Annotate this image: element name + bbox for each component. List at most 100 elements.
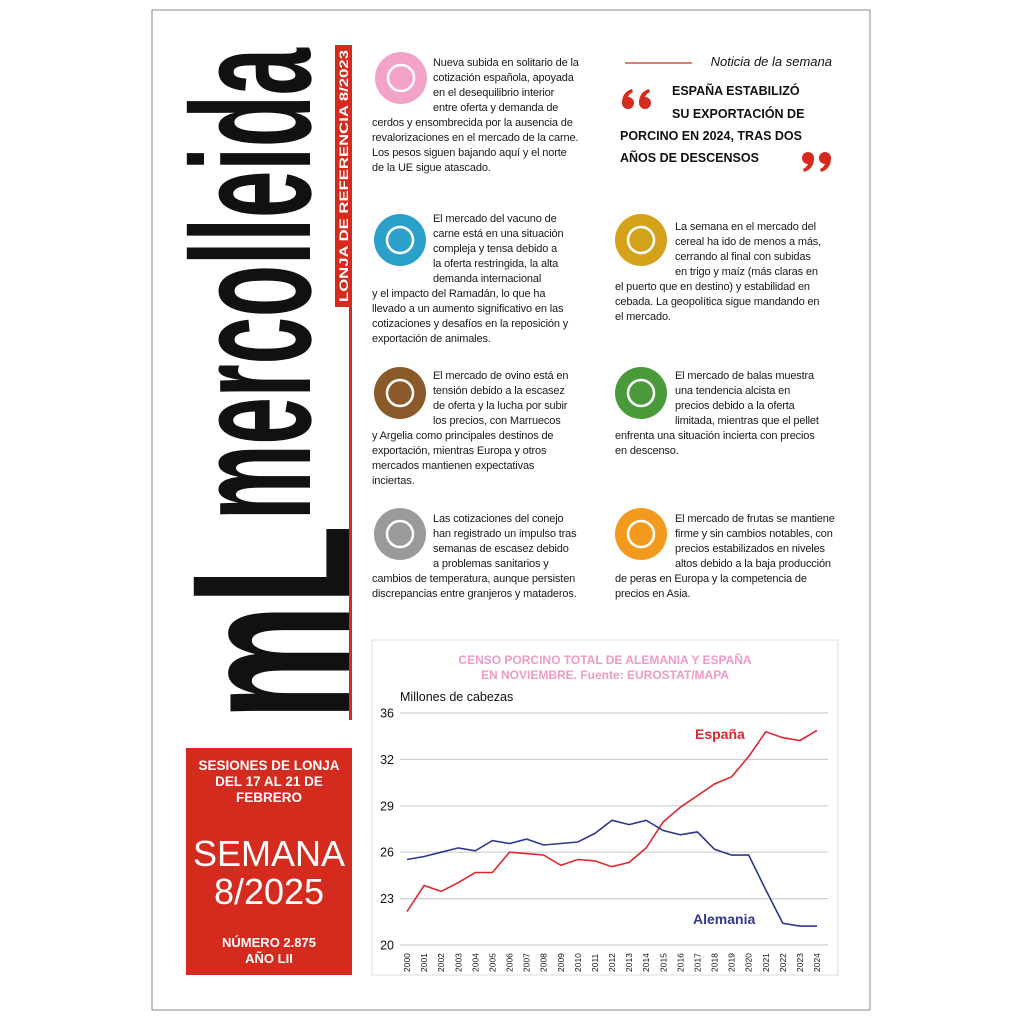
issue-week: SEMANA bbox=[193, 833, 345, 874]
issue-box bbox=[186, 748, 352, 975]
market-icon bbox=[615, 367, 667, 419]
issue-week: 8/2025 bbox=[214, 871, 324, 912]
logo-mark: mL bbox=[144, 525, 401, 720]
market-text: de oferta y la lucha por subir bbox=[433, 400, 568, 412]
market-text: inciertas. bbox=[372, 475, 415, 487]
market-text: de peras en Europa y la competencia de bbox=[615, 573, 807, 585]
market-text: mercados mantienen expectativas bbox=[372, 460, 535, 472]
quote-open bbox=[622, 89, 651, 109]
market-text: el mercado. bbox=[615, 311, 671, 323]
news-heading: Noticia de la semana bbox=[711, 54, 832, 69]
market-icon bbox=[615, 214, 667, 266]
y-tick-label: 29 bbox=[380, 799, 394, 813]
x-tick-label: 2021 bbox=[761, 953, 771, 972]
y-tick-label: 36 bbox=[380, 707, 394, 721]
market-text: exportación, mientras Europa y otros bbox=[372, 445, 547, 457]
x-tick-label: 2017 bbox=[692, 953, 702, 972]
y-tick-label: 23 bbox=[380, 892, 394, 906]
issue-sessions: SESIONES DE LONJA bbox=[198, 758, 339, 773]
market-text: La semana en el mercado del bbox=[675, 221, 816, 233]
y-tick-label: 26 bbox=[380, 846, 394, 860]
chart-title: EN NOVIEMBRE. Fuente: EUROSTAT/MAPA bbox=[481, 668, 729, 682]
series-line bbox=[406, 819, 817, 927]
market-icon bbox=[374, 214, 426, 266]
market-icon-glyph bbox=[626, 378, 656, 408]
market-text: semanas de escasez debido bbox=[433, 543, 569, 555]
x-tick-label: 2013 bbox=[624, 953, 634, 972]
tagline-bar bbox=[335, 45, 352, 307]
market-text: discrepancias entre granjeros y matadero… bbox=[372, 588, 577, 600]
market-text: Nueva subida en solitario de la bbox=[433, 57, 580, 69]
market-text: Las cotizaciones del conejo bbox=[433, 513, 564, 525]
market-text: los precios, con Marruecos bbox=[433, 415, 561, 427]
chart-title: CENSO PORCINO TOTAL DE ALEMANIA Y ESPAÑA bbox=[458, 652, 751, 667]
market-text: cebada. La geopolítica sigue mandando en bbox=[615, 296, 819, 308]
markets: Nueva subida en solitario de la cotizació… bbox=[372, 52, 835, 600]
news-quote: ESPAÑA ESTABILIZÓ SU EXPORTACIÓN DE PORC… bbox=[620, 83, 804, 165]
market-text: demanda internacional bbox=[433, 273, 541, 285]
market-text: exportación de animales. bbox=[372, 333, 491, 345]
issue-number: AÑO LII bbox=[245, 951, 293, 966]
market-text: limitada, mientras que el pellet bbox=[675, 415, 819, 427]
x-tick-label: 2005 bbox=[487, 953, 497, 972]
x-tick-label: 2014 bbox=[641, 953, 651, 972]
market-text: altos debido a la baja producción bbox=[675, 558, 831, 570]
chart-frame bbox=[371, 639, 839, 976]
x-tick-label: 2011 bbox=[590, 953, 600, 972]
series-line bbox=[406, 729, 818, 913]
y-tick-label: 32 bbox=[380, 753, 394, 767]
x-tick-label: 2015 bbox=[658, 953, 668, 972]
market-text: precios estabilizados en niveles bbox=[675, 543, 826, 555]
x-tick-label: 2023 bbox=[795, 953, 805, 972]
x-tick-label: 2008 bbox=[539, 953, 549, 972]
market-text: en el desequilibrio interior bbox=[433, 87, 555, 99]
issue-sessions: DEL 17 AL 21 DE bbox=[215, 774, 323, 789]
market-text: revalorizaciones en el mercado de la car… bbox=[372, 132, 578, 144]
market-icon bbox=[375, 52, 427, 104]
x-tick-label: 2001 bbox=[419, 953, 429, 972]
issue-text: SESIONES DE LONJA DEL 17 AL 21 DE FEBRER… bbox=[193, 758, 345, 966]
x-tick-label: 2012 bbox=[607, 953, 617, 972]
market-text: enfrenta una situación incierta con prec… bbox=[615, 430, 815, 442]
market-text: cotizaciones y desafíos en la reposición… bbox=[372, 318, 569, 330]
market-text: cotización española, apoyada bbox=[433, 72, 575, 84]
market-icon bbox=[374, 367, 426, 419]
market-text: y el impacto del Ramadán, lo que ha bbox=[372, 288, 546, 300]
tagline-rule bbox=[349, 305, 352, 720]
market-text: precios en Asia. bbox=[615, 588, 690, 600]
market-text: el puerto que en destino) y estabilidad … bbox=[615, 281, 810, 293]
series-label: España bbox=[695, 726, 745, 742]
x-tick-label: 2010 bbox=[573, 953, 583, 972]
x-tick-label: 2020 bbox=[744, 953, 754, 972]
x-tick-label: 2000 bbox=[402, 953, 412, 972]
market-text: llevado a un aumento significativo en la… bbox=[372, 303, 564, 315]
market-text: cerrando al final con subidas bbox=[675, 251, 811, 263]
series-label: Alemania bbox=[693, 911, 755, 927]
market-icon-glyph bbox=[385, 225, 415, 255]
market-text: firme y sin cambios notables, con bbox=[675, 528, 833, 540]
market-text: El mercado de balas muestra bbox=[675, 370, 815, 382]
market-text: y Argelia como principales destinos de bbox=[372, 430, 553, 442]
market-text: han registrado un impulso tras bbox=[433, 528, 577, 540]
market-text: El mercado del vacuno de bbox=[433, 213, 557, 225]
market-text: una tendencia alcista en bbox=[675, 385, 790, 397]
market-text: cereal ha ido de menos a más, bbox=[675, 236, 821, 248]
logo-name: mercolleida bbox=[157, 47, 347, 520]
chart: CENSO PORCINO TOTAL DE ALEMANIA Y ESPAÑA… bbox=[380, 652, 828, 972]
market-text: carne está en una situación bbox=[433, 228, 564, 240]
logo-tagline: LONJA DE REFERENCIA 8/2023 bbox=[337, 50, 351, 302]
x-tick-label: 2006 bbox=[505, 953, 515, 972]
market-text: la oferta restringida, la alta bbox=[433, 258, 559, 270]
market-text: cambios de temperatura, aunque persisten bbox=[372, 573, 575, 585]
market-icon-glyph bbox=[386, 63, 416, 93]
market-icon-glyph bbox=[626, 519, 656, 549]
market-text: Los pesos siguen bajando aquí y el norte bbox=[372, 147, 567, 159]
market-icon-glyph bbox=[385, 378, 415, 408]
market-text: El mercado de ovino está en bbox=[433, 370, 568, 382]
x-tick-label: 2009 bbox=[556, 953, 566, 972]
x-tick-label: 2019 bbox=[727, 953, 737, 972]
market-icon-glyph bbox=[626, 225, 656, 255]
y-axis-label: Millones de cabezas bbox=[400, 690, 513, 704]
x-tick-label: 2004 bbox=[470, 953, 480, 972]
